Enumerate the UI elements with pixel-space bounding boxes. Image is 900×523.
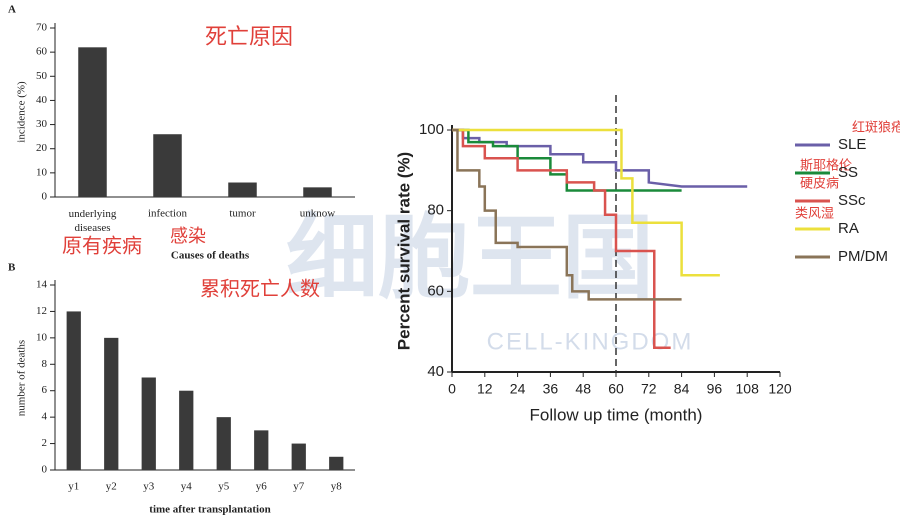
x-tick-label: 108 [736, 381, 760, 397]
x-tick-label: tumor [229, 208, 256, 220]
x-tick-label: 24 [510, 381, 526, 397]
x-tick-label: 120 [768, 381, 792, 397]
x-tick-label: 96 [707, 381, 723, 397]
x-tick-label: 60 [608, 381, 624, 397]
y-tick-label: 60 [36, 46, 48, 58]
x-tick-label: 12 [477, 381, 493, 397]
y-axis-label: incidence (%) [16, 81, 28, 143]
y-tick-label: 12 [36, 305, 47, 317]
y-axis-label: Percent survival rate (%) [394, 152, 413, 350]
x-tick-label: 0 [448, 381, 456, 397]
x-tick-label: y1 [68, 481, 79, 493]
y-tick-label: 40 [427, 363, 444, 380]
annotation: 斯耶格伦 [800, 158, 852, 174]
bar [254, 430, 269, 470]
survival-line [452, 128, 671, 350]
x-tick-label: y3 [143, 481, 155, 493]
y-tick-label: 50 [36, 70, 48, 82]
y-tick-label: 2 [42, 437, 48, 449]
x-tick-label: underlying diseases [69, 208, 117, 234]
bar [78, 47, 107, 197]
y-tick-label: 0 [42, 464, 48, 476]
bar [291, 443, 306, 470]
watermark-title: 细胞王国 [286, 207, 654, 309]
x-tick-label: 48 [575, 381, 591, 397]
x-tick-label: y5 [218, 481, 230, 493]
x-tick-label: y6 [256, 481, 268, 493]
y-tick-label: 60 [427, 282, 444, 299]
x-axis-label: Follow up time (month) [530, 405, 703, 424]
bar [228, 182, 257, 197]
y-tick-label: 40 [36, 94, 48, 106]
y-tick-label: 70 [36, 22, 48, 34]
annotation: 原有疾病 [62, 234, 142, 258]
annotation: 类风湿 [795, 207, 834, 222]
y-tick-label: 30 [36, 118, 48, 130]
x-tick-label: 36 [543, 381, 559, 397]
annotation: 死亡原因 [205, 25, 293, 50]
x-tick-label: unknow [300, 208, 336, 220]
survival-line [452, 128, 748, 188]
bar [216, 417, 231, 470]
legend-label: RA [838, 220, 859, 237]
annotation: 累积死亡人数 [200, 277, 320, 301]
x-tick-label: y7 [293, 481, 305, 493]
legend-label: SLE [838, 136, 866, 153]
survival-line [452, 128, 720, 277]
legend-label: SS [838, 164, 858, 181]
panel-label: B [8, 262, 16, 274]
y-tick-label: 10 [36, 166, 48, 178]
x-tick-label: infection [148, 208, 188, 220]
bar [66, 311, 81, 470]
panel-label: A [8, 4, 16, 16]
x-axis-label: time after transplantation [149, 504, 270, 516]
y-tick-label: 0 [42, 191, 48, 203]
legend-label: SSc [838, 192, 866, 209]
y-tick-label: 20 [36, 142, 48, 154]
y-tick-label: 14 [36, 279, 48, 291]
x-tick-label: 84 [674, 381, 690, 397]
x-tick-label: 72 [641, 381, 657, 397]
annotation: 感染 [170, 226, 206, 247]
bar [153, 134, 182, 197]
y-tick-label: 80 [427, 202, 444, 219]
x-axis-label: Causes of deaths [171, 250, 250, 262]
x-tick-label: y4 [181, 481, 193, 493]
annotation: 硬皮病 [800, 177, 839, 192]
bar [303, 187, 332, 197]
y-axis-label: number of deaths [16, 340, 28, 416]
x-tick-label: y8 [331, 481, 343, 493]
annotation: 红斑狼疮 [852, 120, 900, 136]
bar [141, 377, 156, 470]
bar [104, 337, 119, 470]
y-tick-label: 10 [36, 331, 48, 343]
survival-line [452, 128, 682, 301]
y-tick-label: 6 [42, 384, 48, 396]
y-tick-label: 100 [419, 121, 444, 138]
bar [179, 390, 194, 470]
x-tick-label: y2 [106, 481, 117, 493]
bar [329, 456, 344, 470]
watermark-subtitle: CELL-KINGDOM [487, 328, 694, 355]
y-tick-label: 8 [42, 358, 48, 370]
y-tick-label: 4 [42, 411, 48, 423]
legend-label: PM/DM [838, 248, 888, 265]
